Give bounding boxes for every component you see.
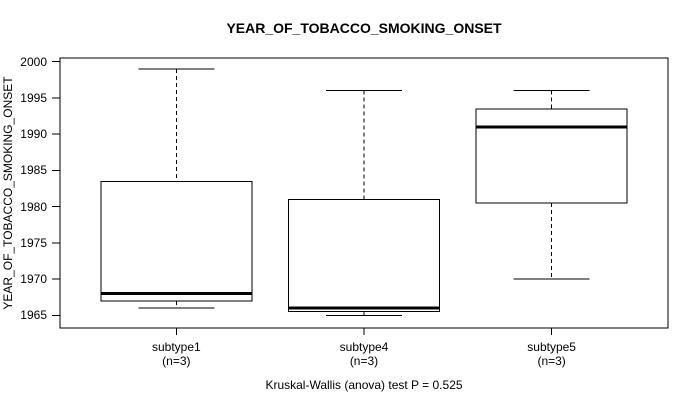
x-group-label: subtype1 xyxy=(151,340,201,354)
y-axis-tick-label: 2000 xyxy=(20,54,47,69)
y-axis-tick-label: 1970 xyxy=(20,272,47,287)
y-axis-tick-label: 1985 xyxy=(20,163,47,178)
iqr-box xyxy=(475,108,628,204)
x-group-n-label: (n=3) xyxy=(349,354,379,368)
y-axis-tick-label: 1995 xyxy=(20,90,47,105)
x-group-n-label: (n=3) xyxy=(162,354,191,368)
x-group-n-label: (n=3) xyxy=(537,354,566,368)
x-group-label: subtype5 xyxy=(527,340,576,354)
y-axis-tick-label: 1980 xyxy=(20,199,47,214)
stat-test-caption: Kruskal-Wallis (anova) test P = 0.525 xyxy=(265,378,463,392)
y-axis-tick-label: 1975 xyxy=(20,235,47,250)
x-group-label: subtype4 xyxy=(339,340,389,354)
iqr-box xyxy=(100,180,253,302)
iqr-box xyxy=(288,198,440,313)
y-axis-tick-label: 1990 xyxy=(20,127,47,142)
chart-title: YEAR_OF_TOBACCO_SMOKING_ONSET xyxy=(226,20,502,36)
y-axis-tick-label: 1965 xyxy=(20,308,47,323)
